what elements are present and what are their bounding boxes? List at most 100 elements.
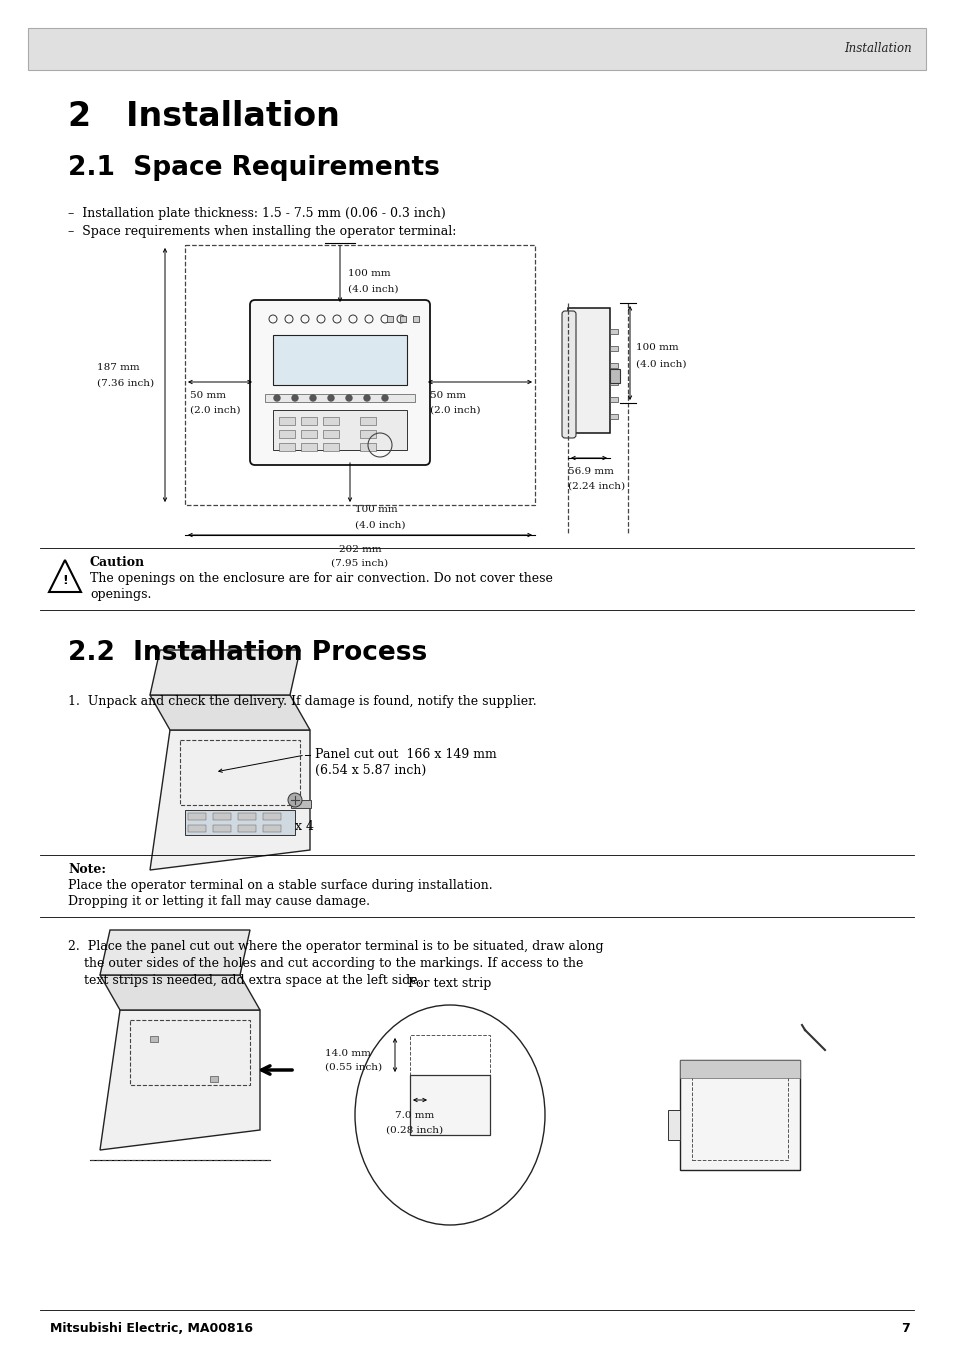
Text: For text strip: For text strip [408, 977, 491, 990]
Text: 50 mm: 50 mm [190, 392, 226, 400]
Text: (7.36 inch): (7.36 inch) [97, 378, 154, 388]
Bar [410, 1035, 490, 1075]
Bar [301, 443, 316, 451]
Bar [609, 413, 618, 419]
Bar [28, 28, 925, 70]
Text: 14.0 mm: 14.0 mm [325, 1048, 371, 1058]
Bar [263, 813, 281, 820]
Bar [609, 397, 618, 403]
Bar [301, 417, 316, 426]
Bar [273, 335, 407, 385]
Bar [323, 430, 338, 438]
Text: Dropping it or letting it fall may cause damage.: Dropping it or letting it fall may cause… [68, 894, 370, 908]
Bar [567, 308, 609, 434]
Bar [273, 409, 407, 450]
Text: 2.  Place the panel cut out where the operator terminal is to be situated, draw : 2. Place the panel cut out where the ope… [68, 940, 603, 952]
Text: 187 mm: 187 mm [97, 362, 139, 372]
Circle shape [346, 394, 352, 401]
Bar [413, 316, 418, 322]
Text: openings.: openings. [90, 588, 152, 601]
Text: (6.54 x 5.87 inch): (6.54 x 5.87 inch) [314, 765, 426, 777]
Polygon shape [100, 975, 260, 1011]
Bar [263, 825, 281, 832]
Text: 2.2  Installation Process: 2.2 Installation Process [68, 640, 427, 666]
Text: 1.  Unpack and check the delivery. If damage is found, notify the supplier.: 1. Unpack and check the delivery. If dam… [68, 694, 536, 708]
Text: (2.0 inch): (2.0 inch) [430, 405, 480, 415]
Bar [323, 443, 338, 451]
Bar [667, 1111, 679, 1140]
Text: 2.1  Space Requirements: 2.1 Space Requirements [68, 155, 439, 181]
Bar [278, 430, 294, 438]
Bar [609, 330, 618, 334]
Bar [210, 1075, 218, 1082]
Bar [188, 813, 206, 820]
Text: Installation: Installation [843, 42, 911, 55]
Text: Caution: Caution [90, 557, 145, 569]
Bar [399, 316, 406, 322]
Polygon shape [185, 811, 294, 835]
Text: text strips is needed, add extra space at the left side.: text strips is needed, add extra space a… [68, 974, 421, 988]
Text: –  Installation plate thickness: 1.5 - 7.5 mm (0.06 - 0.3 inch): – Installation plate thickness: 1.5 - 7.… [68, 207, 445, 220]
FancyBboxPatch shape [250, 300, 430, 465]
Bar [301, 430, 316, 438]
Bar [410, 1075, 490, 1135]
Text: 50 mm: 50 mm [430, 392, 465, 400]
Text: (0.28 inch): (0.28 inch) [386, 1125, 443, 1135]
Bar [359, 430, 375, 438]
Text: Mitsubishi Electric, MA00816: Mitsubishi Electric, MA00816 [50, 1321, 253, 1335]
Circle shape [364, 394, 370, 401]
Polygon shape [150, 730, 310, 870]
Bar [291, 800, 311, 808]
Circle shape [274, 394, 280, 401]
Bar [213, 825, 231, 832]
Text: 7.0 mm: 7.0 mm [395, 1112, 435, 1120]
Circle shape [328, 394, 334, 401]
Bar [237, 813, 255, 820]
Bar [359, 443, 375, 451]
Bar [387, 316, 393, 322]
Text: (4.0 inch): (4.0 inch) [636, 359, 686, 369]
Bar [278, 417, 294, 426]
Text: 202 mm: 202 mm [338, 544, 381, 554]
Ellipse shape [355, 1005, 544, 1225]
Circle shape [292, 394, 297, 401]
Text: Panel cut out  166 x 149 mm: Panel cut out 166 x 149 mm [314, 748, 497, 761]
Bar [150, 1036, 158, 1042]
Bar [237, 825, 255, 832]
Bar [691, 1070, 787, 1161]
Text: Note:: Note: [68, 863, 106, 875]
Bar [213, 813, 231, 820]
Circle shape [288, 793, 302, 807]
Text: (4.0 inch): (4.0 inch) [348, 285, 398, 293]
Text: 100 mm: 100 mm [348, 269, 390, 277]
Polygon shape [150, 694, 310, 730]
Text: Place the operator terminal on a stable surface during installation.: Place the operator terminal on a stable … [68, 880, 492, 892]
Polygon shape [150, 650, 299, 694]
Polygon shape [100, 929, 250, 975]
Circle shape [310, 394, 315, 401]
Bar [278, 443, 294, 451]
Text: 100 mm: 100 mm [636, 343, 678, 353]
Bar [679, 1061, 800, 1078]
Text: 7: 7 [901, 1321, 909, 1335]
Text: (2.24 inch): (2.24 inch) [567, 481, 624, 490]
Text: !: ! [62, 574, 68, 586]
Text: (2.0 inch): (2.0 inch) [190, 405, 240, 415]
Text: (4.0 inch): (4.0 inch) [355, 520, 405, 530]
Bar [265, 394, 415, 403]
Bar [323, 417, 338, 426]
Polygon shape [100, 1011, 260, 1150]
Bar [609, 346, 618, 351]
Text: –  Space requirements when installing the operator terminal:: – Space requirements when installing the… [68, 226, 456, 238]
Text: 56.9 mm: 56.9 mm [567, 467, 613, 477]
Text: x 4: x 4 [294, 820, 314, 834]
FancyBboxPatch shape [561, 311, 576, 438]
Bar [679, 1061, 800, 1170]
Bar [609, 363, 618, 367]
Text: the outer sides of the holes and cut according to the markings. If access to the: the outer sides of the holes and cut acc… [68, 957, 583, 970]
Text: (0.55 inch): (0.55 inch) [325, 1062, 382, 1071]
Circle shape [381, 394, 388, 401]
Bar [609, 369, 619, 382]
Bar [609, 380, 618, 385]
Text: 100 mm: 100 mm [355, 505, 397, 515]
